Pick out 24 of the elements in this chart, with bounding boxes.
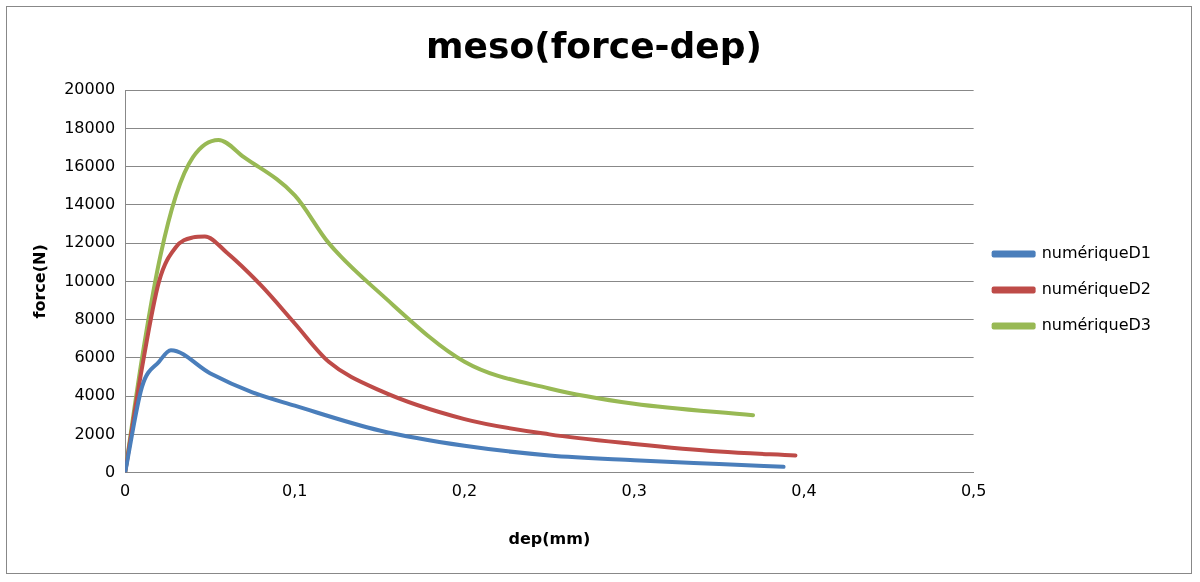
y-tick-label: 6000 [74,347,116,367]
y-tick-label: 18000 [64,117,116,137]
legend-label: numériqueD2 [1041,279,1151,299]
legend-label: numériqueD3 [1041,315,1151,335]
y-tick-label: 20000 [64,79,116,99]
y-tick-label: 2000 [74,423,116,443]
x-tick-label: 0,2 [451,481,478,501]
x-tick-label: 0,1 [282,481,308,501]
x-tick-label: 0,3 [621,481,647,501]
y-tick-label: 12000 [64,232,116,252]
y-tick-label: 0 [104,461,116,481]
y-tick-label: 14000 [64,194,116,214]
legend-label: numériqueD1 [1041,243,1151,263]
x-tick-label: 0 [120,481,131,501]
chart-title: meso(force-dep) [426,24,762,66]
y-tick-label: 10000 [64,270,116,290]
y-axis-title: force(N) [29,244,49,319]
y-tick-label: 8000 [74,308,116,328]
y-tick-label: 4000 [74,385,116,405]
x-axis-title: dep(mm) [508,528,591,548]
line-series [125,348,786,473]
x-tick-label: 0,4 [791,481,817,501]
y-tick-label: 16000 [64,155,116,175]
x-tick-label: 0,5 [960,481,987,501]
